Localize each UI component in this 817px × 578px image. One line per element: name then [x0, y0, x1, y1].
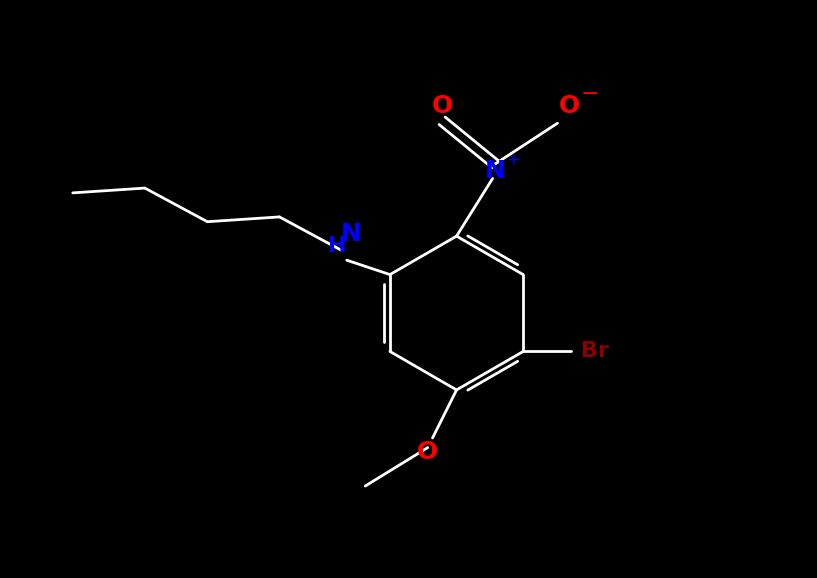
Text: O: O — [559, 94, 580, 118]
Text: O: O — [417, 440, 439, 464]
Text: O: O — [431, 94, 453, 118]
Text: −: − — [581, 84, 600, 105]
Text: N: N — [341, 222, 362, 246]
Text: +: + — [507, 151, 520, 169]
Text: Br: Br — [581, 342, 609, 361]
Text: N: N — [484, 160, 506, 183]
Text: H: H — [328, 236, 346, 255]
